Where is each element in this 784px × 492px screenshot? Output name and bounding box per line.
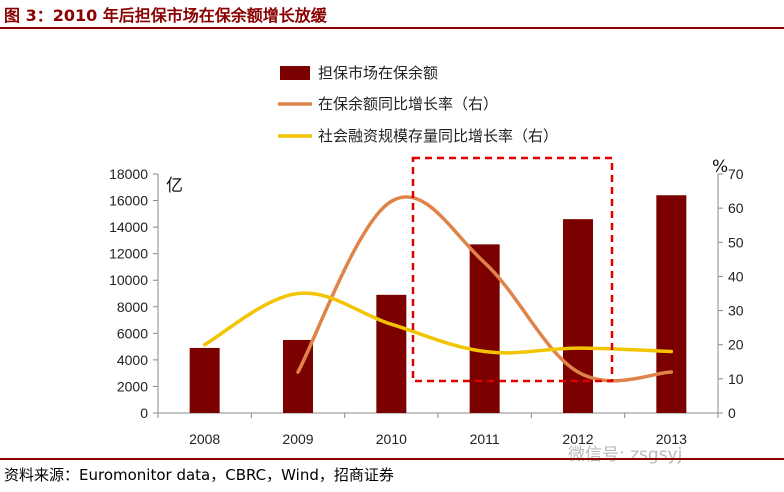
bar — [189, 347, 220, 413]
x-axis-tick-label: 2008 — [189, 431, 220, 447]
legend-swatch-bar — [280, 66, 310, 80]
title-rule — [0, 27, 784, 29]
line-guarantee-growth — [296, 195, 674, 383]
legend-label: 社会融资规模存量同比增长率（右） — [318, 127, 558, 145]
right-axis-tick-label: 30 — [728, 303, 744, 319]
left-axis-tick-label: 10000 — [109, 272, 148, 288]
bar — [656, 195, 687, 413]
legend-label: 在保余额同比增长率（右） — [318, 95, 498, 113]
left-axis-unit: 亿 — [166, 176, 183, 196]
right-axis-tick-label: 50 — [728, 234, 744, 250]
left-axis-tick-label: 8000 — [117, 299, 148, 315]
legend-label: 担保市场在保余额 — [318, 64, 438, 82]
left-axis-tick-label: 2000 — [117, 378, 148, 394]
x-axis-tick-label: 2012 — [562, 431, 593, 447]
x-axis-tick-label: 2010 — [376, 431, 407, 447]
highlight-box — [411, 156, 614, 383]
left-axis-tick-label: 0 — [140, 405, 148, 421]
figure-title: 图 3：2010 年后担保市场在保余额增长放缓 — [4, 6, 327, 25]
right-axis-tick-label: 70 — [728, 166, 744, 182]
line-social-financing-growth — [202, 291, 674, 355]
left-axis-tick-label: 14000 — [109, 219, 148, 235]
bar — [376, 294, 407, 413]
right-axis-tick-label: 60 — [728, 200, 744, 216]
watermark: 微信号: zsgsyj — [568, 445, 683, 465]
right-axis-tick-label: 0 — [728, 405, 736, 421]
x-axis-tick-label: 2011 — [470, 431, 500, 447]
highlight-rect — [411, 156, 614, 383]
bar — [563, 219, 593, 413]
line-series — [202, 195, 674, 383]
bar — [469, 244, 500, 413]
left-axis-tick-label: 18000 — [109, 166, 148, 182]
source-note: 资料来源：Euromonitor data，CBRC，Wind，招商证券 — [4, 466, 394, 484]
right-axis-tick-label: 20 — [728, 337, 744, 353]
axes: 0 2000 4000 6000 8000 10000 12000 14000 16000 180… — [109, 157, 744, 447]
right-axis-tick-label: 10 — [728, 371, 744, 387]
left-axis-tick-label: 16000 — [109, 193, 148, 209]
x-axis-tick-label: 2009 — [282, 431, 313, 447]
right-axis-tick-label: 40 — [728, 268, 744, 284]
footer-rule — [0, 458, 784, 460]
left-axis-tick-label: 4000 — [117, 352, 148, 368]
right-axis-unit: % — [712, 157, 728, 177]
left-axis-tick-label: 6000 — [117, 325, 148, 341]
x-axis-tick-label: 2013 — [656, 431, 687, 447]
left-axis-tick-label: 12000 — [109, 246, 148, 262]
